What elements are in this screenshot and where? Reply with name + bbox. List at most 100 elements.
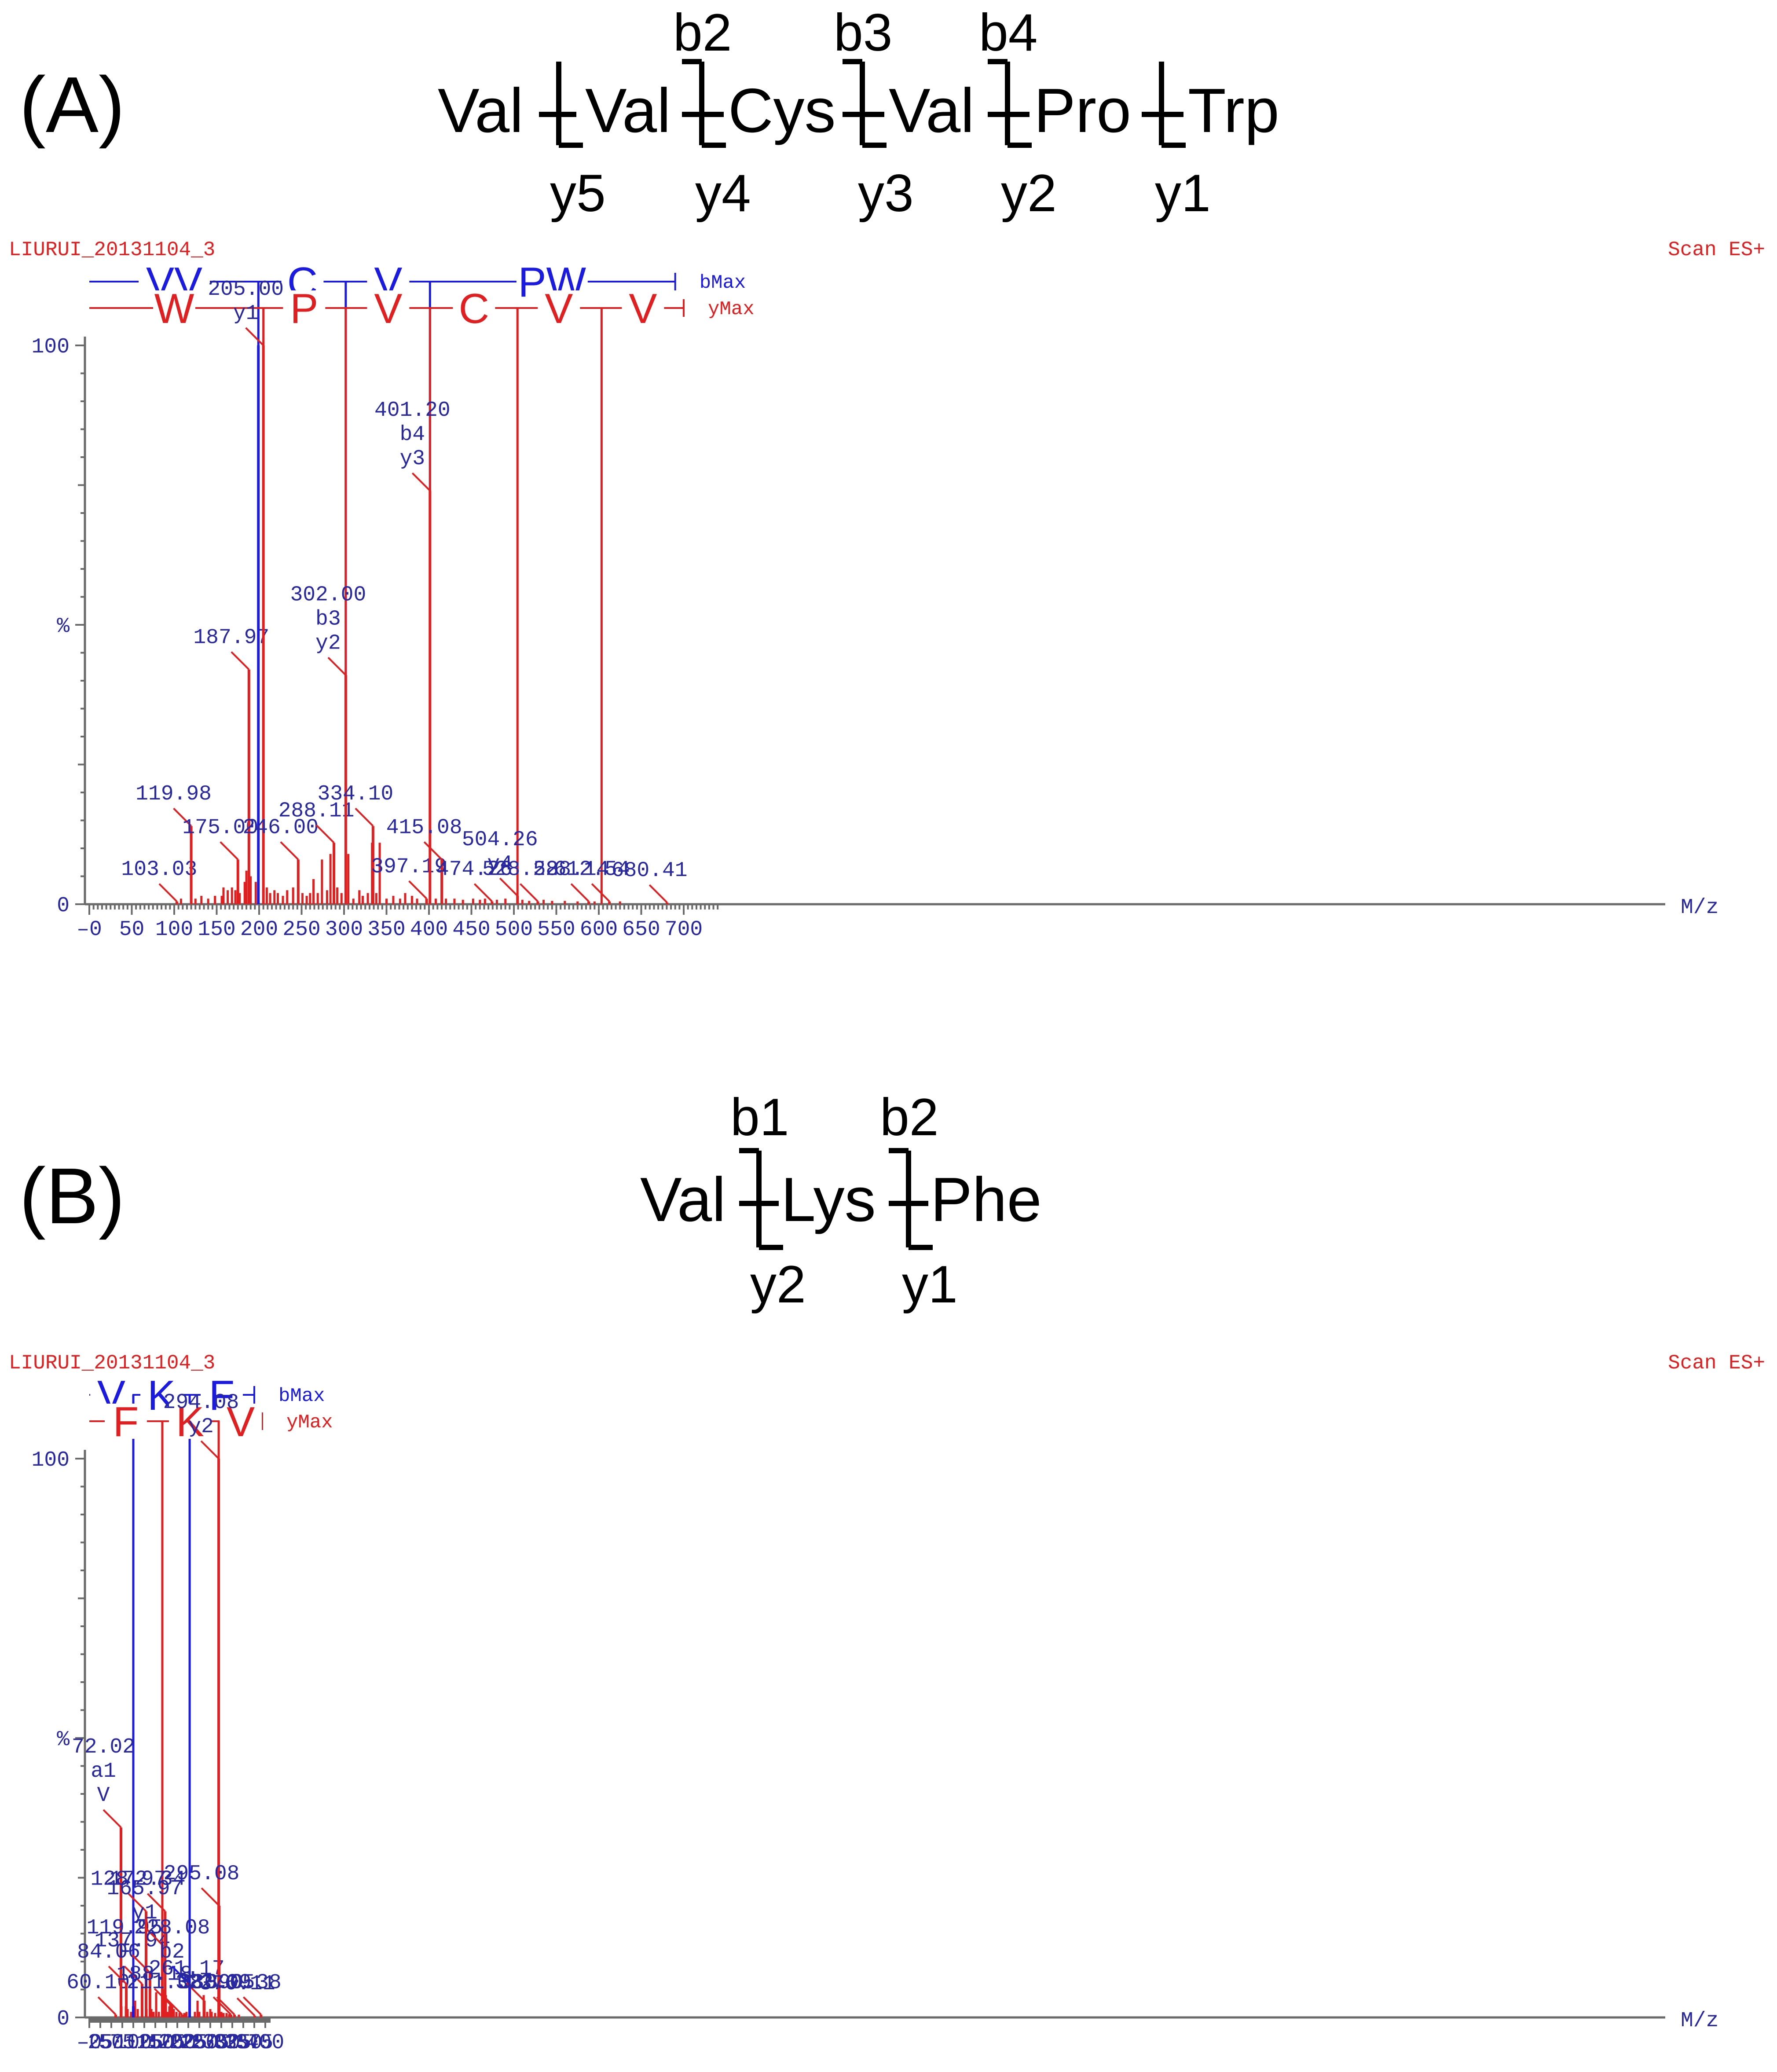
peak-label: 165.97 [107,1877,183,1901]
peak-label: y1 [233,302,259,326]
peptide-residue: Val [438,76,524,146]
peak-label: 128.97 [91,1868,167,1892]
peak-leader [216,1996,235,2016]
ladder-residue-backing [104,1404,147,1439]
peak-leader [200,1440,220,1460]
peak-leader [201,1887,220,1907]
peak-label: 119.98 [136,782,212,806]
peak-leader [520,883,539,902]
peptide-residue: Pro [1034,76,1131,146]
y-max-label: yMax [286,1412,333,1434]
b-ion-label: b3 [834,3,892,62]
peptide-residue: Val [889,76,975,146]
peak-label: 376.11 [199,1972,275,1996]
x-tick-label: 600 [580,918,618,942]
ladder-residue-backing [622,290,664,326]
x-tick-label: 175 [147,2031,185,2055]
peak-leader [473,883,493,902]
b-ion-label: b4 [979,3,1037,62]
header-left: LIURUI_20131104_3 [9,238,215,261]
spectrum-plot-a: 0%100–0 50 100 150 200 250 300 350 400 450 500 550 6… [32,259,1719,942]
peak-label: 528.22 [482,858,558,882]
x-tick-label: 650 [622,918,660,942]
x-tick-label: 300 [202,2031,240,2055]
peak-leader [108,1966,127,1985]
peak-label: 680.41 [612,859,688,883]
peptide-diagram-a: Val Val Cys Val Pro Trp b2 b3 b4 [438,3,1279,223]
header-left: LIURUI_20131104_3 [9,1352,215,1375]
x-tick-label: 375 [235,2031,273,2055]
ladder-residue: V [545,285,573,332]
x-tick-label: 250 [282,918,320,942]
peak-leader [103,1809,122,1828]
peak-label: 60.10 [66,1971,130,1995]
peak-leader [280,841,299,860]
y-axis-label: % [57,615,70,638]
peak-label: 246.00 [242,816,319,840]
x-tick-label: 275 [191,2031,229,2055]
y-ion-label: y4 [695,164,751,223]
peak-label: y2 [315,631,341,655]
panel-label-a: (A) [19,61,125,149]
x-tick-label: 100 [155,918,193,942]
peak-label: 588.14 [533,858,609,882]
peak-leader [242,1996,262,2016]
y-ion-label: y1 [902,1255,958,1314]
x-axis-label: M/z [1681,2009,1718,2033]
peak-leader [236,1997,256,2017]
x-tick-label: 50 [119,918,145,942]
peak-label: 302.00 [290,583,366,607]
peak-leader [315,824,335,843]
peak-label: 103.03 [121,858,197,882]
peak-leader [132,1954,151,1973]
y-max-label: yMax [708,298,755,320]
ladder-residue-backing [169,1404,211,1439]
peak-label: y1 [132,1901,158,1925]
peak-leader [423,841,443,860]
peak-label: y3 [400,447,425,471]
b-max-label: bMax [278,1385,325,1407]
peak-leader [173,807,192,827]
peak-leader [591,883,610,902]
peak-leader [327,656,347,676]
x-tick-label: 25 [88,2031,113,2055]
ladder-residue: C [459,285,489,332]
peak-leader [570,883,590,902]
peptide-residue: Lys [781,1165,876,1235]
y-tick-label: 0 [57,2007,70,2031]
ladder-residue: V [374,285,402,332]
b-ion-label: b2 [673,3,732,62]
peak-leader [158,883,178,902]
cleavage-bracket [539,62,583,148]
peak-leader [124,1966,143,1985]
peak-label: 474.26 [436,858,513,882]
x-axis-label: M/z [1681,896,1718,920]
ladder-residue-backing [453,290,495,326]
peak-leader [411,472,431,491]
peak-leader [649,884,668,903]
ladder-residue-backing [153,290,195,326]
peak-label: b2 [159,1940,185,1964]
peak-label: 415.08 [386,816,462,840]
peptide-residue: Val [640,1165,726,1235]
peak-leader [171,1966,191,1985]
peak-label: 330.05 [179,1971,255,1995]
peak-leader [144,1926,163,1946]
peak-label: b4 [400,423,425,447]
peak-label: 294.08 [163,1391,239,1415]
b-max-label: bMax [700,272,746,294]
peak-label: 390.38 [205,1971,282,1995]
peak-leader [231,651,250,671]
ladder-residue: V [227,1398,255,1445]
peak-label: 119.95 [87,1916,163,1940]
header-right: Scan ES+ [1668,238,1765,261]
peptide-residue: Val [585,76,671,146]
peak-leader [499,877,518,897]
ladder-residue-backing [538,290,580,326]
peptide-residue: Phe [931,1165,1042,1235]
ladder-residue: K [176,1398,204,1445]
panel-label-b: (B) [19,1152,125,1240]
ladder-residue: V [629,285,657,332]
x-tick-label: 325 [213,2031,251,2055]
